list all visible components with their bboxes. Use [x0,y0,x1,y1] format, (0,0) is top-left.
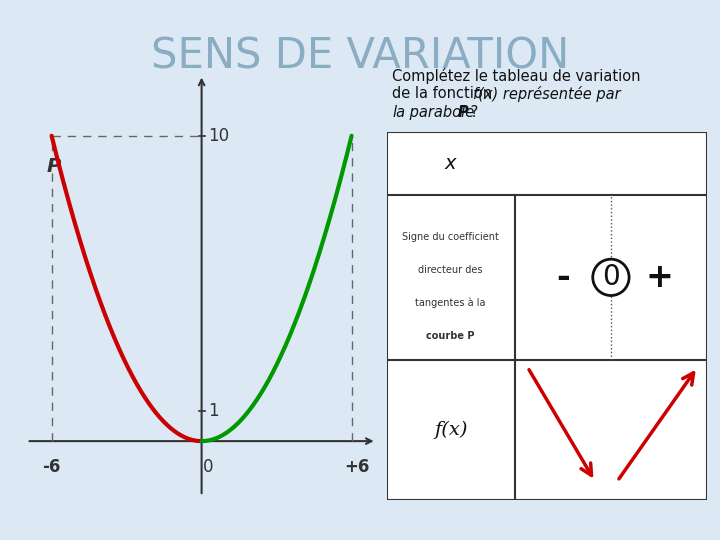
Text: tangentes à la: tangentes à la [415,298,486,308]
Text: P: P [47,157,61,176]
Text: +6: +6 [344,458,369,476]
Text: 1: 1 [209,402,219,420]
Text: 0: 0 [203,458,214,476]
Text: +: + [645,261,673,294]
Text: -: - [556,261,570,294]
Text: parabole: parabole [405,105,479,120]
Text: f(x) représentée par: f(x) représentée par [473,86,621,103]
Text: f(x): f(x) [434,421,467,439]
Text: -6: -6 [42,458,60,476]
Text: de la fonction: de la fonction [392,86,497,102]
Text: directeur des: directeur des [418,265,483,275]
Text: x: x [445,154,456,173]
Text: ?: ? [466,105,478,120]
Text: courbe P: courbe P [426,331,475,341]
Text: SENS DE VARIATION: SENS DE VARIATION [151,35,569,77]
Text: 10: 10 [209,127,230,145]
Text: Signe du coefficient: Signe du coefficient [402,232,499,242]
Text: la: la [392,105,405,120]
Text: 0: 0 [602,264,620,292]
Text: P: P [457,105,468,120]
Text: Complétez le tableau de variation: Complétez le tableau de variation [392,68,641,84]
